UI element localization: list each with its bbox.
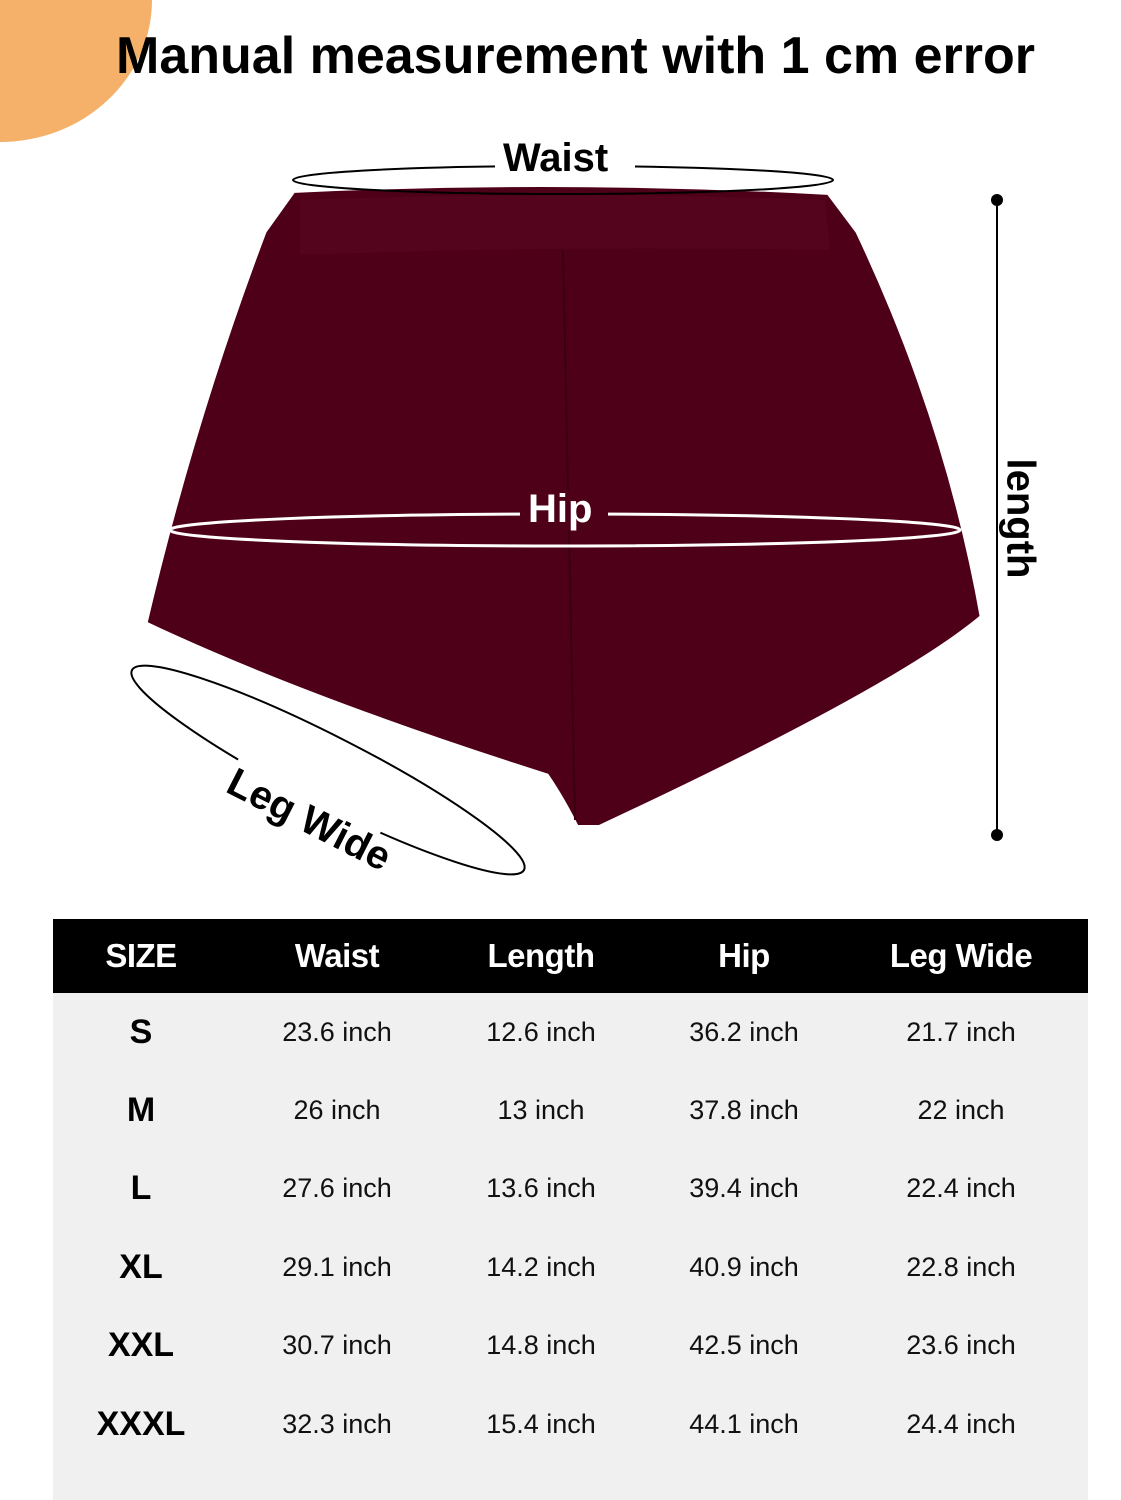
cell-leg-wide: 21.7 inch [906,1016,1016,1047]
cell-leg-wide: 23.6 inch [906,1330,1016,1361]
cell-size: S [129,1012,153,1051]
waistband [300,195,830,255]
table-row: XL 29.1 inch 14.2 inch 40.9 inch 22.8 inch [53,1228,1088,1306]
cell-waist: 32.3 inch [282,1408,392,1439]
table-row: XXXL 32.3 inch 15.4 inch 44.1 inch 24.4 inch [53,1385,1088,1463]
length-label: length [998,458,1043,579]
table-row: XXL 30.7 inch 14.8 inch 42.5 inch 23.6 inch [53,1307,1088,1385]
cell-leg-wide: 22.8 inch [906,1251,1016,1282]
cell-waist: 23.6 inch [282,1016,392,1047]
header-length: Length [487,937,595,974]
size-chart-table: SIZE Waist Length Hip Leg Wide S 23.6 inc… [53,919,1088,1500]
cell-length: 14.2 inch [486,1251,596,1282]
hip-label: Hip [528,487,593,531]
cell-leg-wide: 22.4 inch [906,1173,1016,1204]
cell-length: 14.8 inch [486,1330,596,1361]
cell-hip: 40.9 inch [689,1251,799,1282]
cell-hip: 44.1 inch [689,1408,799,1439]
shorts-diagram [130,155,1003,876]
cell-size: M [126,1091,156,1130]
page-title: Manual measurement with 1 cm error [116,27,1035,85]
cell-leg-wide: 24.4 inch [906,1408,1016,1439]
cell-hip: 36.2 inch [689,1016,799,1047]
header-size: SIZE [105,937,177,974]
center-seam [562,249,576,821]
cell-waist: 29.1 inch [282,1251,392,1282]
header-hip: Hip [718,937,770,974]
cell-length: 12.6 inch [486,1016,596,1047]
cell-size: XXL [107,1326,175,1365]
table-header: SIZE Waist Length Hip Leg Wide [53,919,1088,993]
hip-label-backdrop [520,490,608,530]
waist-label-backdrop [495,155,635,185]
table-row: L 27.6 inch 13.6 inch 39.4 inch 22.4 inch [53,1150,1088,1228]
table-row: S 23.6 inch 12.6 inch 36.2 inch 21.7 inch [53,993,1088,1071]
cell-length: 13.6 inch [486,1173,596,1204]
length-bottom-dot [991,829,1003,841]
length-top-dot [991,194,1003,206]
cell-size: L [130,1169,152,1208]
cell-length: 13 inch [497,1095,585,1126]
cell-waist: 26 inch [293,1095,381,1126]
cell-size: XXXL [96,1404,186,1443]
header-leg-wide: Leg Wide [889,937,1033,974]
cell-hip: 39.4 inch [689,1173,799,1204]
waist-label: Waist [503,136,609,180]
cell-length: 15.4 inch [486,1408,596,1439]
cell-waist: 30.7 inch [282,1330,392,1361]
leg-wide-label-backdrop [232,707,408,843]
cell-waist: 27.6 inch [282,1173,392,1204]
cell-size: XL [119,1247,163,1286]
cell-hip: 42.5 inch [689,1330,799,1361]
cell-hip: 37.8 inch [689,1095,799,1126]
table-row: M 26 inch 13 inch 37.8 inch 22 inch [53,1071,1088,1149]
table-body: S 23.6 inch 12.6 inch 36.2 inch 21.7 inch M 26… [53,993,1088,1463]
header-waist: Waist [294,937,380,974]
cell-leg-wide: 22 inch [917,1095,1005,1126]
